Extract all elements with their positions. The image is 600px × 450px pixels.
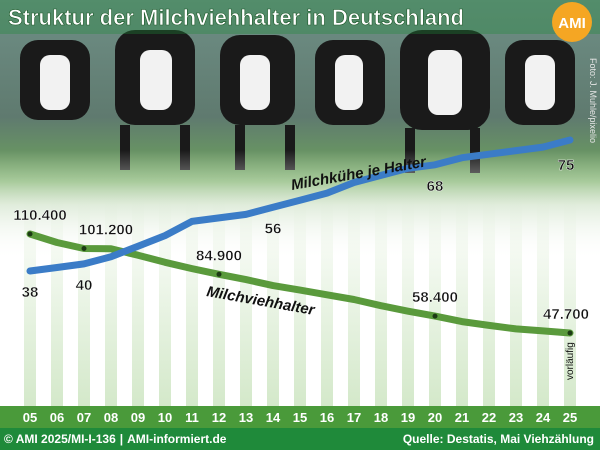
chart-title: Struktur der Milchviehhalter in Deutschl…	[8, 5, 464, 30]
x-tick-08: 08	[104, 410, 118, 425]
stripe-25	[564, 200, 576, 406]
x-tick-17: 17	[347, 410, 361, 425]
data-label-milchkuehe-25: 75	[558, 157, 575, 174]
x-tick-15: 15	[293, 410, 307, 425]
footer-copyright: © AMI 2025/MI-I-136	[4, 432, 116, 446]
stripe-19	[402, 200, 414, 406]
data-label-milchviehhalter-20: 58.400	[412, 289, 458, 306]
x-tick-25: 25	[563, 410, 577, 425]
point-milchviehhalter-12	[216, 271, 222, 277]
x-tick-06: 06	[50, 410, 64, 425]
stripe-23	[510, 200, 522, 406]
x-tick-labels: 05 06 07 08 09 10 11 12 13 14 15 16 17 18 19 20 21 22 23 24…	[23, 410, 577, 425]
point-milchviehhalter-05	[27, 231, 33, 237]
stripe-20	[429, 200, 441, 406]
data-label-milchviehhalter-05: 110.400	[13, 207, 66, 224]
x-tick-21: 21	[455, 410, 469, 425]
point-milchviehhalter-07	[81, 246, 87, 251]
cow-photo-backdrop	[0, 0, 600, 260]
label-layer: 38 40 56 68 75 110.400 101.200 84.900 58.400 47.7…	[13, 157, 589, 323]
stripe-05	[24, 200, 36, 406]
x-tick-16: 16	[320, 410, 334, 425]
data-label-milchkuehe-07: 40	[76, 277, 93, 294]
stripe-24	[537, 200, 549, 406]
stripe-11	[186, 200, 198, 406]
stripe-16	[321, 200, 333, 406]
title-bar	[0, 0, 600, 34]
x-tick-22: 22	[482, 410, 496, 425]
stripe-22	[483, 200, 495, 406]
footer-bar: © AMI 2025/MI-I-136 | AMI-informiert.de Qu…	[0, 428, 600, 450]
x-tick-19: 19	[401, 410, 415, 425]
series-layer	[26, 136, 574, 337]
point-milchviehhalter-20	[432, 313, 438, 319]
data-label-milchviehhalter-07: 101.200	[79, 222, 133, 239]
x-tick-23: 23	[509, 410, 523, 425]
x-tick-09: 09	[131, 410, 145, 425]
x-tick-11: 11	[185, 410, 199, 425]
point-milchviehhalter-25	[567, 330, 573, 336]
footer-left: © AMI 2025/MI-I-136 | AMI-informiert.de	[4, 432, 230, 446]
stripe-15	[294, 200, 306, 406]
data-label-milchkuehe-14: 56	[265, 220, 282, 237]
background-stripes	[24, 200, 576, 406]
x-tick-20: 20	[428, 410, 442, 425]
x-tick-24: 24	[536, 410, 551, 425]
stripe-10	[159, 200, 171, 406]
data-label-milchviehhalter-12: 84.900	[196, 247, 242, 264]
ami-logo: AMI	[552, 2, 592, 42]
photo-credit: Foto: J. Muhle/pixelio	[588, 58, 598, 143]
x-tick-13: 13	[239, 410, 253, 425]
annotation-vorlaeufig: vorläufig	[565, 342, 576, 380]
x-tick-10: 10	[158, 410, 172, 425]
data-label-milchkuehe-20: 68	[427, 178, 444, 195]
x-axis-bar	[0, 406, 600, 428]
data-label-milchviehhalter-25: 47.700	[543, 306, 589, 323]
stripe-21	[456, 200, 468, 406]
footer-website-link[interactable]: AMI-informiert.de	[127, 432, 227, 446]
stripe-13	[240, 200, 252, 406]
stripe-12	[213, 200, 225, 406]
series-line-milchkuehe-je-halter	[26, 136, 574, 275]
stripe-09	[132, 200, 144, 406]
x-tick-07: 07	[77, 410, 91, 425]
footer-separator: |	[119, 432, 124, 446]
ami-logo-text: AMI	[558, 15, 586, 32]
x-tick-14: 14	[266, 410, 281, 425]
x-tick-12: 12	[212, 410, 226, 425]
stripe-06	[51, 200, 63, 406]
data-label-milchkuehe-05: 38	[22, 284, 39, 301]
stripe-14	[267, 200, 279, 406]
x-tick-05: 05	[23, 410, 37, 425]
footer-source: Quelle: Destatis, Mai Viehzählung	[402, 432, 594, 446]
x-tick-18: 18	[374, 410, 388, 425]
